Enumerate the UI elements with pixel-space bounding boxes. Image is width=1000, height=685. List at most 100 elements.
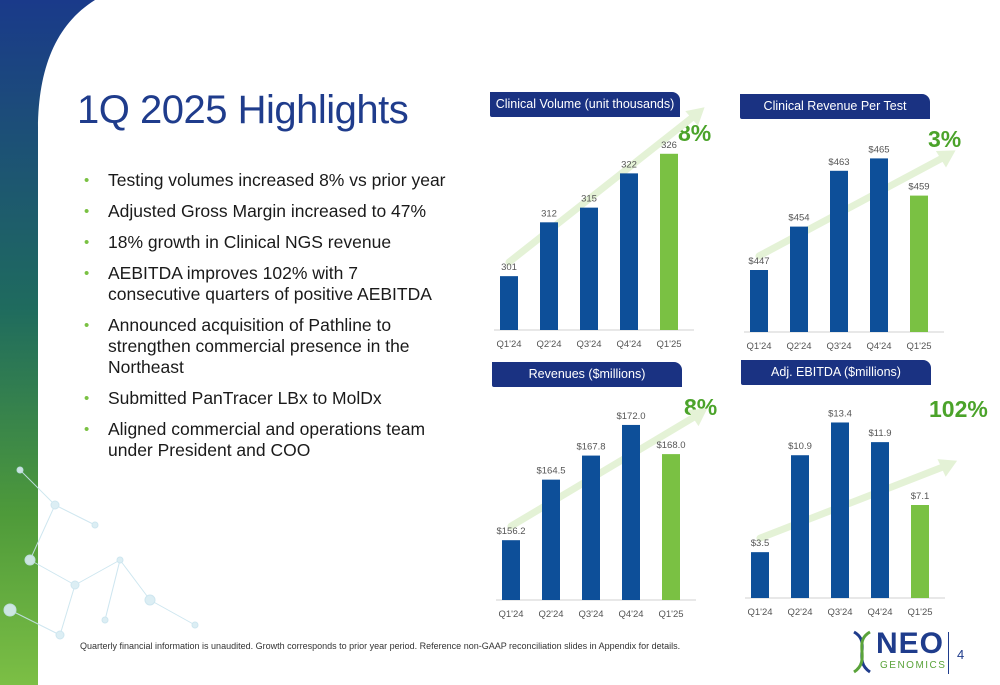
highlight-text: Testing volumes increased 8% vs prior ye… <box>108 170 446 190</box>
x-tick-label: Q3'24 <box>826 341 851 352</box>
bullet-glyph: • <box>84 234 90 251</box>
chart-plot: $3.5 Q1'24 $10.9 Q2'24 $13.4 Q3'24 $11.9 Q4'24 $… <box>745 408 958 618</box>
x-tick-label: Q4'24 <box>616 339 641 350</box>
growth-arrow-head <box>937 459 958 477</box>
bar <box>622 424 640 600</box>
bar <box>910 195 928 332</box>
highlight-bullet: • Submitted PanTracer LBx to MolDx <box>84 388 454 409</box>
neogenomics-logo: NEO GENOMICS <box>848 628 947 676</box>
chart-plot: $156.2 Q1'24 $164.5 Q2'24 $167.8 Q3'24 $172.0 Q… <box>496 408 708 620</box>
x-tick-label: Q1'24 <box>498 609 523 620</box>
x-tick-label: Q2'24 <box>786 341 811 352</box>
highlight-bullet: • Announced acquisition of Pathline to st… <box>84 315 454 378</box>
clinical-revenue-per-test-chart: Clinical Revenue Per Test 3% $447 Q1'24 $4… <box>740 94 962 354</box>
bar <box>871 442 889 598</box>
slide-title: 1Q 2025 Highlights <box>77 88 409 132</box>
bar <box>870 158 888 332</box>
highlight-text: AEBITDA improves 102% with 7 consecutive… <box>108 263 432 304</box>
chart-title: Clinical Revenue Per Test <box>740 94 930 119</box>
bar <box>620 173 638 330</box>
bar <box>540 222 558 330</box>
x-tick-label: Q3'24 <box>827 607 852 618</box>
chart-plot: 301 Q1'24 312 Q2'24 315 Q3'24 322 Q4'24 326 Q1'25 <box>494 107 705 350</box>
bullet-glyph: • <box>84 203 90 220</box>
logo-subtext: GENOMICS <box>880 660 947 671</box>
bullet-glyph: • <box>84 421 90 438</box>
data-label: $465 <box>868 144 889 155</box>
highlight-text: Aligned commercial and operations team u… <box>108 419 426 460</box>
data-label: $167.8 <box>576 442 605 453</box>
highlight-text: Adjusted Gross Margin increased to 47% <box>108 201 427 221</box>
x-tick-label: Q1'24 <box>747 607 772 618</box>
logo-divider <box>948 632 949 674</box>
x-tick-label: Q1'24 <box>746 341 771 352</box>
data-label: $156.2 <box>496 526 525 537</box>
bar <box>500 276 518 330</box>
growth-arrow-head <box>685 107 705 126</box>
data-label: 315 <box>581 194 597 205</box>
data-label: 312 <box>541 208 557 219</box>
bar <box>751 552 769 598</box>
x-tick-label: Q4'24 <box>867 607 892 618</box>
x-tick-label: Q2'24 <box>787 607 812 618</box>
bullet-glyph: • <box>84 265 90 282</box>
data-label: $463 <box>828 157 849 168</box>
x-tick-label: Q3'24 <box>578 609 603 620</box>
x-tick-label: Q4'24 <box>866 341 891 352</box>
bar <box>911 505 929 598</box>
bar <box>502 540 520 600</box>
highlight-text: Announced acquisition of Pathline to str… <box>108 315 410 377</box>
x-tick-label: Q2'24 <box>536 339 561 350</box>
data-label: 301 <box>501 262 517 273</box>
x-tick-label: Q3'24 <box>576 339 601 350</box>
bar <box>662 454 680 600</box>
adj-ebitda-chart: Adj. EBITDA ($millions) 102% $3.5 Q1'24 $1… <box>741 360 988 620</box>
revenues-chart: Revenues ($millions) 8% $156.2 Q1'24 $164.… <box>492 362 717 622</box>
bar <box>790 226 808 332</box>
bar <box>750 270 768 332</box>
x-tick-label: Q1'24 <box>496 339 521 350</box>
chart-title: Revenues ($millions) <box>492 362 682 387</box>
highlight-text: 18% growth in Clinical NGS revenue <box>108 232 392 252</box>
dna-helix-icon <box>853 630 871 674</box>
bar <box>542 479 560 600</box>
growth-percent: 102% <box>929 396 988 422</box>
highlight-bullet: • 18% growth in Clinical NGS revenue <box>84 232 454 253</box>
data-label: $447 <box>748 256 769 267</box>
data-label: 322 <box>621 159 637 170</box>
growth-arrow-head <box>935 150 956 168</box>
data-label: $168.0 <box>656 440 685 451</box>
x-tick-label: Q1'25 <box>907 607 932 618</box>
footnote: Quarterly financial information is unaud… <box>80 641 681 651</box>
clinical-volume-chart: Clinical Volume (unit thousands) 8% 301 Q… <box>490 92 711 352</box>
x-tick-label: Q4'24 <box>618 609 643 620</box>
data-label: $459 <box>908 182 929 193</box>
data-label: $10.9 <box>788 441 812 452</box>
highlight-bullet: • Aligned commercial and operations team … <box>84 419 454 461</box>
data-label: $454 <box>788 213 809 224</box>
bar <box>831 422 849 598</box>
data-label: $13.4 <box>828 408 852 419</box>
data-label: $11.9 <box>868 428 891 439</box>
chart-title: Adj. EBITDA ($millions) <box>741 360 931 385</box>
x-tick-label: Q1'25 <box>656 339 681 350</box>
data-label: 326 <box>661 140 677 151</box>
data-label: $164.5 <box>536 466 565 477</box>
highlight-bullet: • AEBITDA improves 102% with 7 consecutiv… <box>84 263 454 305</box>
growth-arrow-head <box>687 408 708 427</box>
side-gradient-band <box>0 0 95 685</box>
highlight-bullet: • Adjusted Gross Margin increased to 47% <box>84 201 454 222</box>
page-number: 4 <box>957 647 965 662</box>
highlights-list: • Testing volumes increased 8% vs prior y… <box>84 170 454 471</box>
bullet-glyph: • <box>84 317 90 334</box>
x-tick-label: Q1'25 <box>658 609 683 620</box>
bar <box>660 153 678 330</box>
growth-percent: 3% <box>928 126 962 152</box>
chart-plot: $447 Q1'24 $454 Q2'24 $463 Q3'24 $465 Q4'24 $459… <box>744 144 956 352</box>
data-label: $7.1 <box>911 491 930 502</box>
molecule-network-graphic <box>3 466 199 640</box>
highlight-bullet: • Testing volumes increased 8% vs prior y… <box>84 170 454 191</box>
data-label: $3.5 <box>751 538 770 549</box>
chart-title: Clinical Volume (unit thousands) <box>490 92 680 117</box>
